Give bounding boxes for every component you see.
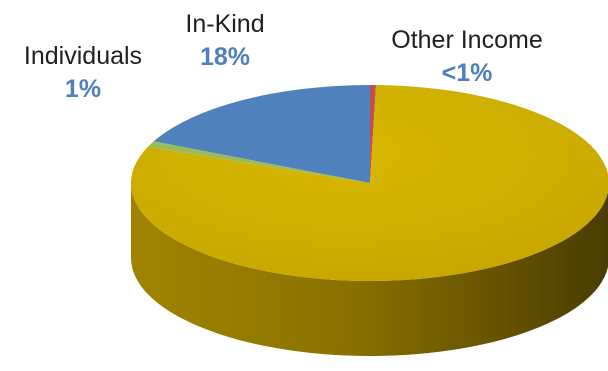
pie-slice-individuals xyxy=(147,141,370,183)
pie-slices xyxy=(130,85,608,281)
pie-slice-main xyxy=(130,85,608,281)
slice-percent-individuals: 1% xyxy=(64,75,102,103)
slice-name-other-income: Other Income xyxy=(391,26,543,54)
slice-name-in-kind: In-Kind xyxy=(185,10,265,38)
slice-label-in-kind: In-Kind 18% xyxy=(160,12,290,70)
slice-percent-other-income: <1% xyxy=(441,59,493,87)
slice-percent-in-kind: 18% xyxy=(199,43,251,71)
slice-name-individuals: Individuals xyxy=(23,42,143,70)
pie-side-wall xyxy=(131,183,608,356)
pie-slice-in-kind xyxy=(153,85,370,183)
pie-slice-other-income xyxy=(370,85,377,183)
slice-label-other-income: Other Income <1% xyxy=(362,28,572,86)
slice-label-individuals: Individuals 1% xyxy=(5,44,161,102)
pie-3d-side xyxy=(131,183,608,356)
